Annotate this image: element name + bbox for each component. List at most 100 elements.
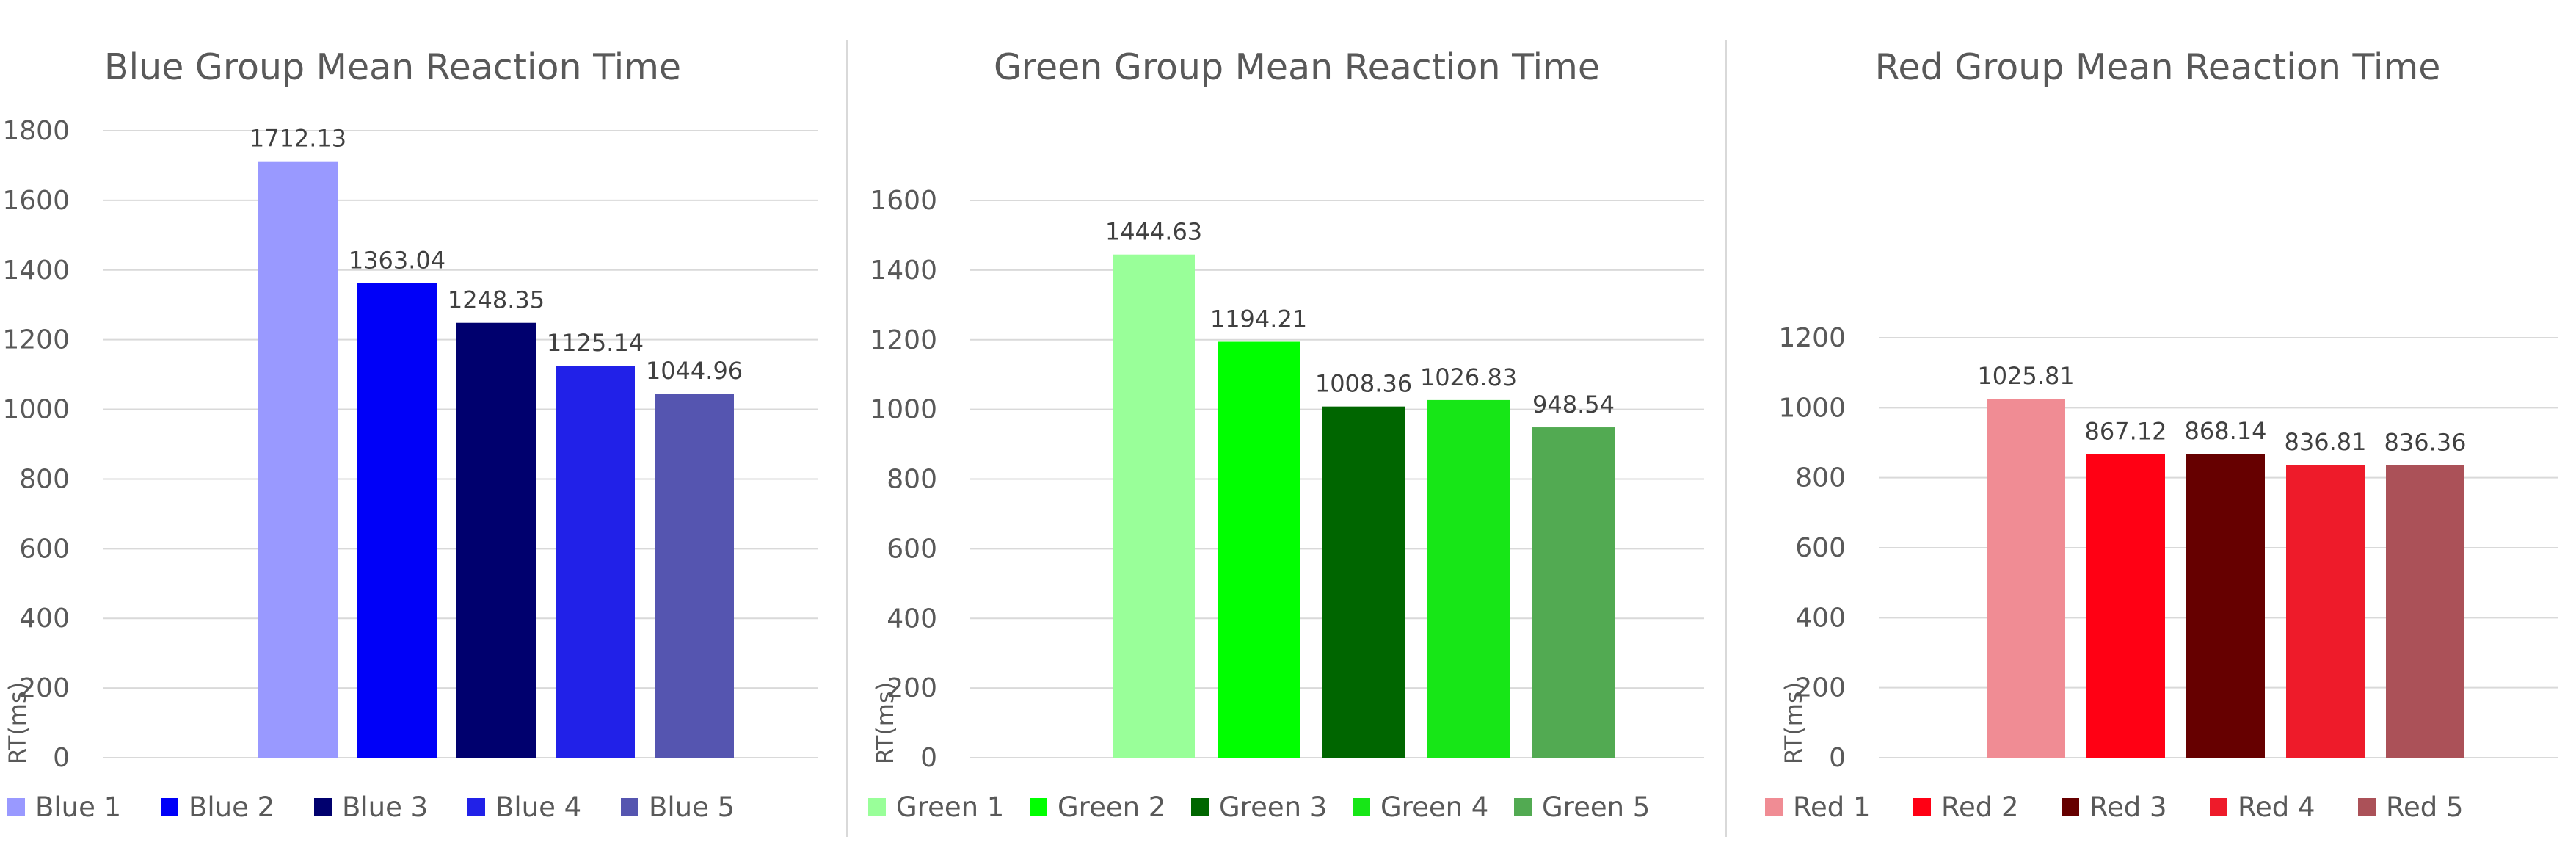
legend-swatch <box>161 798 178 816</box>
data-label: 1444.63 <box>1105 218 1202 246</box>
bar-red-3 <box>2186 454 2265 758</box>
y-tick-label: 0 <box>53 743 70 773</box>
legend-label: Green 2 <box>1058 791 1165 823</box>
legend-label: Green 5 <box>1542 791 1650 823</box>
legend-label: Red 2 <box>1941 791 2019 823</box>
bar-red-4 <box>2286 465 2365 758</box>
legend-label: Blue 4 <box>495 791 581 823</box>
y-tick-label: 1200 <box>870 325 937 355</box>
y-tick-label: 600 <box>1795 533 1846 563</box>
y-tick-label: 0 <box>1829 743 1846 773</box>
y-tick-label: 1000 <box>870 395 937 425</box>
data-label: 948.54 <box>1532 391 1615 418</box>
legend-swatch <box>1514 798 1532 816</box>
data-label: 1363.04 <box>349 246 445 274</box>
red-chart-svg: Red Group Mean Reaction Time 0 200 400 600 80… <box>1765 46 2558 823</box>
legend-swatch <box>2062 798 2079 816</box>
bar-blue-2 <box>357 283 437 758</box>
legend-swatch <box>2358 798 2376 816</box>
bar-green-1 <box>1113 254 1195 758</box>
legend-label: Blue 5 <box>649 791 735 823</box>
y-tick-label: 400 <box>1795 603 1846 633</box>
y-tick-label: 1400 <box>2 255 70 286</box>
legend-swatch <box>1913 798 1931 816</box>
y-tick-label: 1000 <box>2 395 70 425</box>
y-tick-label: 200 <box>887 673 937 703</box>
bar-blue-1 <box>258 161 338 758</box>
bar-red-2 <box>2086 454 2165 758</box>
y-tick-label: 1800 <box>2 116 70 146</box>
legend-swatch <box>1191 798 1209 816</box>
data-label: 1044.96 <box>646 357 743 385</box>
data-label: 1026.83 <box>1420 363 1517 391</box>
bar-green-2 <box>1218 341 1300 758</box>
y-tick-label: 600 <box>19 534 70 564</box>
legend-label: Green 3 <box>1219 791 1327 823</box>
bar-blue-5 <box>655 394 734 758</box>
y-tick-label: 1200 <box>2 325 70 355</box>
y-tick-label: 200 <box>1795 673 1846 703</box>
y-tick-label: 600 <box>887 534 937 564</box>
bar-red-5 <box>2386 465 2464 758</box>
legend-swatch <box>1765 798 1783 816</box>
legend-swatch <box>2210 798 2227 816</box>
bar-green-4 <box>1427 399 1510 758</box>
green-chart-svg: Green Group Mean Reaction Time 0 200 400 600… <box>868 46 1704 823</box>
legend-label: Green 4 <box>1380 791 1488 823</box>
data-label: 1125.14 <box>547 329 644 357</box>
legend-label: Red 4 <box>2238 791 2315 823</box>
data-label: 1025.81 <box>1977 362 2074 390</box>
bar-green-5 <box>1532 427 1615 758</box>
legend-swatch <box>7 798 25 816</box>
chart-title: Red Group Mean Reaction Time <box>1875 46 2441 88</box>
legend-swatch <box>1030 798 1047 816</box>
red-chart-panel: Red Group Mean Reaction Time 0 200 400 600 80… <box>1728 0 2572 859</box>
blue-chart-svg: Blue Group Mean Reaction Time 0 200 400 600 8… <box>2 46 818 823</box>
legend-label: Blue 3 <box>342 791 428 823</box>
bar-red-1 <box>1987 399 2065 758</box>
y-tick-label: 800 <box>1795 463 1846 493</box>
data-label: 867.12 <box>2085 418 2167 446</box>
data-label: 1008.36 <box>1315 370 1412 398</box>
y-tick-label: 1400 <box>870 255 937 286</box>
data-label: 836.36 <box>2384 428 2467 456</box>
data-label: 1248.35 <box>448 286 545 314</box>
y-axis-label: RT(ms) <box>1780 682 1808 764</box>
y-tick-label: 1600 <box>2 186 70 216</box>
bar-green-3 <box>1322 406 1405 758</box>
chart-title: Green Group Mean Reaction Time <box>994 46 1600 88</box>
green-chart-panel: Green Group Mean Reaction Time 0 200 400 600… <box>849 0 1708 859</box>
y-tick-label: 0 <box>920 743 937 773</box>
legend-swatch <box>314 798 332 816</box>
legend-label: Green 1 <box>896 791 1004 823</box>
panel-divider <box>846 40 848 837</box>
y-tick-label: 1000 <box>1778 393 1846 423</box>
blue-chart-panel: Blue Group Mean Reaction Time 0 200 400 600 8… <box>0 0 844 859</box>
y-tick-label: 800 <box>19 464 70 494</box>
legend-swatch <box>621 798 638 816</box>
y-axis-label: RT(ms) <box>871 682 899 764</box>
data-label: 1712.13 <box>250 125 346 153</box>
bar-blue-3 <box>456 322 536 758</box>
y-tick-label: 400 <box>19 604 70 634</box>
legend-swatch <box>467 798 485 816</box>
legend-label: Blue 1 <box>35 791 121 823</box>
y-tick-label: 1200 <box>1778 323 1846 353</box>
chart-title: Blue Group Mean Reaction Time <box>104 46 681 88</box>
legend-swatch <box>868 798 886 816</box>
data-label: 868.14 <box>2185 417 2267 445</box>
legend-label: Red 3 <box>2089 791 2167 823</box>
data-label: 836.81 <box>2285 428 2367 456</box>
bar-blue-4 <box>556 366 635 758</box>
y-tick-label: 800 <box>887 465 937 495</box>
legend-swatch <box>1353 798 1370 816</box>
data-label: 1194.21 <box>1210 305 1307 333</box>
y-tick-label: 200 <box>19 673 70 703</box>
legend-label: Red 1 <box>1793 791 1871 823</box>
legend-label: Blue 2 <box>189 791 274 823</box>
legend-label: Red 5 <box>2386 791 2464 823</box>
y-axis-label: RT(ms) <box>4 682 32 764</box>
y-tick-label: 400 <box>887 604 937 634</box>
y-tick-label: 1600 <box>870 186 937 216</box>
